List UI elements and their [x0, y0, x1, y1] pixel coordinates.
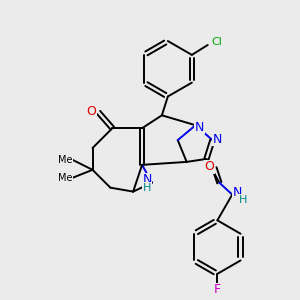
Text: Me: Me — [58, 155, 72, 165]
Text: Cl: Cl — [211, 37, 222, 47]
Text: H: H — [143, 183, 151, 193]
Text: H: H — [239, 194, 247, 205]
Text: F: F — [214, 283, 221, 296]
Text: O: O — [87, 105, 97, 118]
Text: N: N — [195, 121, 204, 134]
Text: N: N — [142, 173, 152, 186]
Text: N: N — [213, 133, 222, 146]
Text: Me: Me — [58, 173, 72, 183]
Text: N: N — [232, 186, 242, 199]
Text: O: O — [205, 160, 214, 173]
